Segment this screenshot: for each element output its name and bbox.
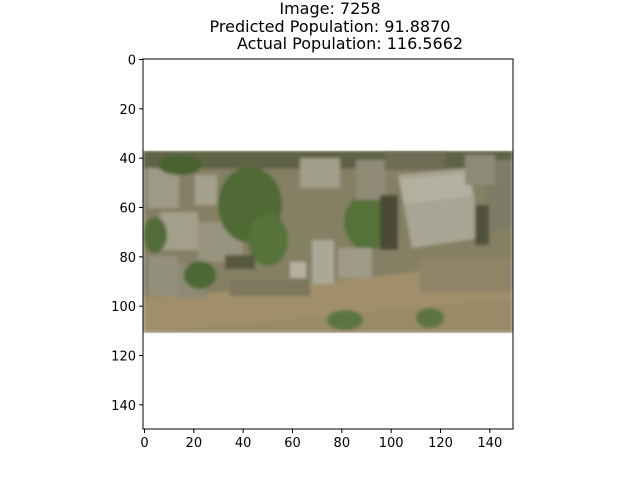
x-tick-label: 20 — [186, 436, 203, 451]
y-tick-label: 120 — [111, 350, 136, 365]
title-line-2: Predicted Population: 91.8870 — [209, 17, 451, 36]
x-tick-label: 0 — [140, 436, 148, 451]
y-tick-label: 100 — [111, 300, 136, 315]
title-line-3: Actual Population: 116.5662 — [236, 34, 464, 53]
x-tick-label: 140 — [477, 436, 502, 451]
x-tick-label: 40 — [235, 436, 252, 451]
x-tick-label: 100 — [379, 436, 404, 451]
y-tick-label: 60 — [119, 202, 136, 217]
y-tick-label: 20 — [119, 103, 136, 118]
axes-frame — [142, 58, 514, 430]
y-tick-label: 0 — [128, 54, 136, 69]
x-tick-label: 80 — [334, 436, 351, 451]
y-tick-label: 40 — [119, 152, 136, 167]
y-tick-label: 140 — [111, 399, 136, 414]
x-tick-label: 60 — [284, 436, 301, 451]
x-axis: 0 20 40 60 80 100 120 140 — [140, 429, 502, 451]
title-line-1: Image: 7258 — [279, 0, 381, 18]
y-tick-label: 80 — [119, 251, 136, 266]
x-tick-label: 120 — [428, 436, 453, 451]
y-axis: 0 20 40 60 80 100 120 140 — [111, 54, 143, 414]
aerial-image — [143, 150, 513, 334]
